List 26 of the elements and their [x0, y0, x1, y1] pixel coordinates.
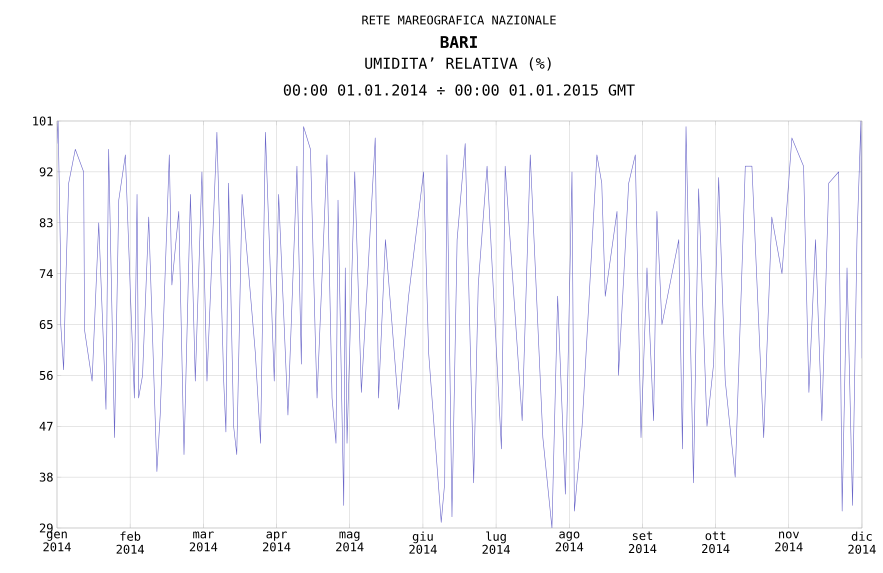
y-tick-label: 92 — [40, 167, 52, 176]
y-tick-label: 74 — [40, 269, 53, 278]
y-tick-label: 29 — [40, 523, 53, 533]
line-series — [57, 120, 862, 528]
x-tick-label: ott 2014 — [702, 532, 730, 554]
y-tick-label: 101 — [33, 116, 53, 126]
x-tick-label: mag 2014 — [336, 532, 364, 552]
x-tick-label: giu 2014 — [409, 532, 437, 554]
y-tick-label: 56 — [40, 370, 53, 380]
text: 00:00 01.01.2014 ÷ 00:00 01.01.2015 GMT — [284, 84, 635, 96]
chart-title: RETE MAREOGRAFICA NAZIONALE — [362, 15, 556, 25]
x-tick-label: gen 2014 — [43, 532, 71, 552]
x-tick-label: nov 2014 — [775, 532, 803, 552]
y-tick-label: 47 — [40, 422, 53, 431]
x-tick-label: apr 2014 — [262, 532, 290, 552]
x-tick-label: mar 2014 — [190, 532, 218, 552]
x-tick-label: feb 2014 — [116, 532, 144, 554]
chart-subtitle: BARI — [440, 36, 477, 48]
y-tick-label: 38 — [40, 472, 53, 482]
x-tick-label: ago 2014 — [556, 532, 584, 552]
x-tick-label: dic 2014 — [848, 532, 876, 554]
text: UMIDITA’ RELATIVA (%) — [365, 57, 551, 71]
y-tick-label: 65 — [40, 320, 52, 330]
x-tick-label: lug 2014 — [482, 532, 510, 554]
y-tick-label: 83 — [40, 218, 53, 228]
x-tick-label: set 2014 — [628, 532, 656, 554]
